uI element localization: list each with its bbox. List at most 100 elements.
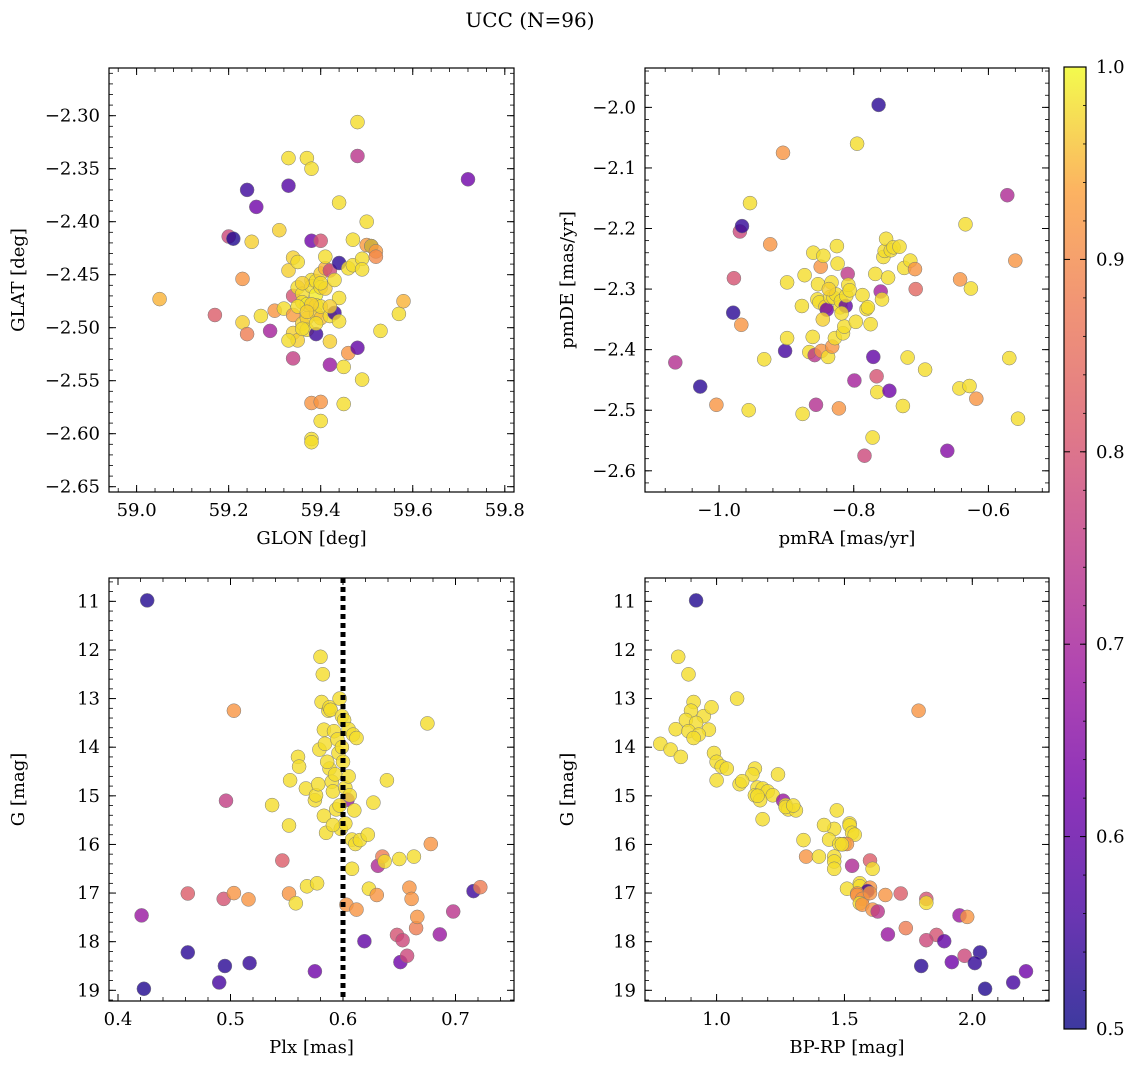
scatter-point [786,798,801,813]
scatter-point [272,222,287,238]
scatter-point [866,349,881,365]
scatter-point [281,178,296,193]
scatter-point [862,885,878,901]
scatter-point [816,248,831,264]
scatter-point [281,150,296,166]
scatter-point [350,340,365,356]
scatter-point [395,932,410,948]
scatter-point [313,394,328,410]
x-tick-label: 59.0 [117,500,157,521]
scatter-point [366,795,381,810]
scatter-point [834,837,850,852]
colorbar-gradient [1064,67,1086,1029]
scatter-point [264,797,280,813]
y-tick-label: −2.45 [45,265,100,286]
axis-ticks [645,578,1050,1001]
x-tick-label: 59.6 [393,500,433,521]
scatter-point [331,195,347,210]
scatter-point [226,231,241,246]
scatter-point [907,261,923,277]
scatter-point [445,904,461,919]
scatter-point [959,909,975,925]
scatter-point [977,981,993,997]
scatter-point [253,308,269,324]
scatter-point [288,896,304,911]
y-tick-label: −2.0 [592,97,636,118]
y-tick-label: 18 [77,932,100,953]
scatter-point [180,886,196,901]
scatter-point [795,406,810,422]
scatter-point [1010,411,1026,426]
scatter-point [373,323,388,339]
scatter-point [686,730,701,746]
scatter-point [681,667,696,682]
x-tick-label: 0.7 [441,1009,470,1030]
y-tick-label: −2.3 [592,279,636,300]
scatter-point [829,803,845,818]
scatter-point [919,932,934,948]
scatter-point [313,275,328,291]
x-tick-label: −0.6 [967,500,1011,521]
scatter-point [134,908,149,923]
scatter-point [797,267,812,283]
scatter-point [331,314,347,329]
x-tick-label: 2.0 [958,1009,987,1030]
scatter-point [322,334,338,349]
scatter-point [871,97,886,113]
scatter-point [944,954,960,970]
figure-title: UCC (N=96) [465,8,594,32]
scatter-point [460,172,476,187]
scatter-point [725,305,741,320]
scatter-point [322,299,338,314]
panel-bprp-g: 1.0 1.5 2.0 11 12 13 14 15 16 17 18 19 BP-RP [mag] G … [557,577,1050,1058]
scatter-point [709,397,724,413]
scatter-point [350,114,365,130]
scatter-point [391,306,407,322]
scatter-point [392,851,407,867]
axis-ticks [109,68,514,492]
scatter-points [134,593,488,997]
scatter-point [226,703,242,718]
scatter-point [704,700,719,715]
panel-pmra-pmde: −1.0 −0.8 −0.6 −2.0 −2.1 −2.2 −2.3 −2.4 −2.5 −2.6… [557,67,1050,549]
scatter-point [295,275,310,291]
scatter-point [869,369,884,384]
scatter-point [668,721,683,737]
scatter-point [304,434,319,450]
y-tick-label: 15 [77,786,100,807]
scatter-point [775,145,791,161]
scatter-point [310,776,326,792]
scatter-point [217,958,233,974]
scatter-point [829,238,845,254]
scatter-point [755,811,770,827]
scatter-point [952,272,968,287]
x-tick-label: 0.6 [329,1009,358,1030]
scatter-point [331,290,347,306]
scatter-point [313,649,328,665]
scatter-point [745,767,760,782]
scatter-point [911,703,926,718]
y-tick-label: −2.60 [45,424,100,445]
scatter-point [908,281,923,297]
colorbar-tick-label: 0.6 [1096,827,1125,848]
scatter-point [336,396,351,412]
colorbar-frame [1063,66,1087,1030]
y-tick-label: 13 [77,689,100,710]
scatter-point [136,981,152,997]
scatter-point [319,754,335,770]
scatter-point [670,649,686,665]
colorbar-tick-label: 0.9 [1096,249,1125,270]
scatter-point [834,306,849,321]
scatter-point [316,808,332,824]
scatter-point [317,736,333,752]
scatter-point [811,849,827,864]
y-tick-label: 17 [77,883,100,904]
scatter-point [322,357,338,373]
scatter-point [848,314,864,330]
scatter-point [473,879,488,895]
scatter-point [313,413,328,429]
scatter-point [898,920,914,936]
scatter-point [420,716,435,731]
y-tick-label: −2.5 [592,400,636,421]
